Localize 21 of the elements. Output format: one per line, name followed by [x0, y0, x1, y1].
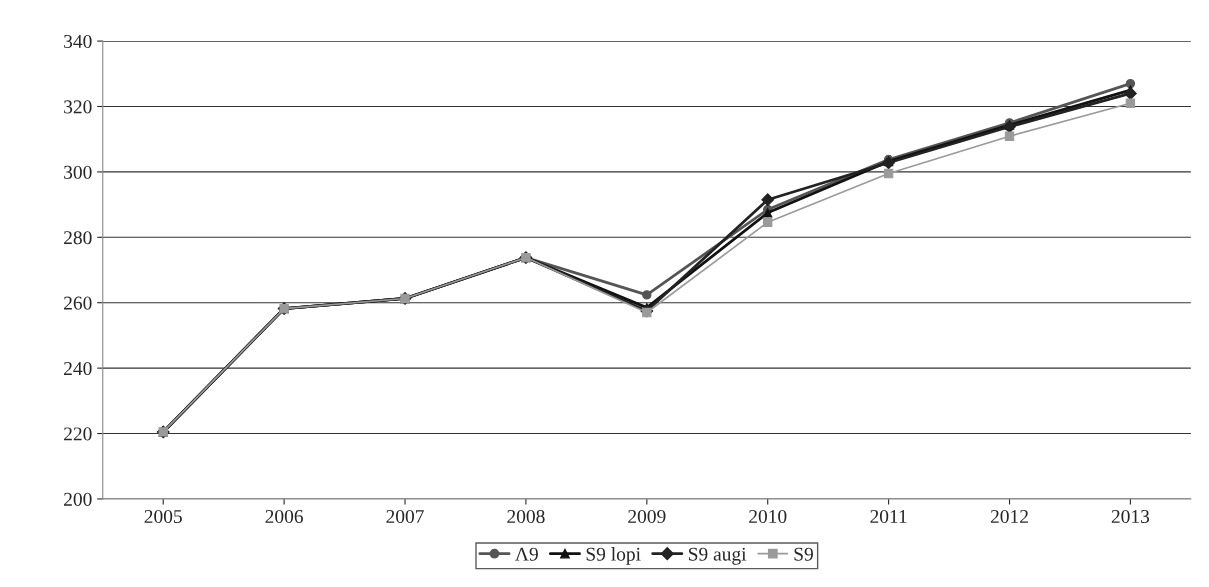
y-tick-label: 260 [64, 296, 92, 310]
x-tick-label: 2005 [144, 509, 182, 524]
x-tick-label: 2012 [990, 509, 1028, 524]
x-tick-label: 2010 [749, 509, 787, 524]
x-tick-label: 2006 [265, 509, 303, 524]
x-tick-label: 2007 [386, 509, 424, 524]
legend-label: S9 [794, 547, 813, 561]
legend-label: Λ9 [515, 547, 538, 561]
y-tick-label: 340 [64, 34, 92, 49]
y-tick-label: 320 [64, 100, 92, 114]
legend-label: S9 augi [688, 547, 747, 565]
x-tick-label: 2008 [507, 509, 545, 524]
y-tick-label: 200 [64, 492, 92, 506]
x-tick-label: 2011 [870, 509, 907, 524]
y-tick-label: 300 [64, 165, 92, 179]
x-tick-label: 2013 [1111, 509, 1150, 524]
y-tick-label: 280 [64, 231, 92, 245]
legend-label: S9 lopi [586, 547, 641, 565]
y-tick-label: 240 [64, 361, 92, 376]
x-tick-label: 2009 [628, 509, 666, 524]
y-tick-label: 220 [64, 427, 92, 441]
